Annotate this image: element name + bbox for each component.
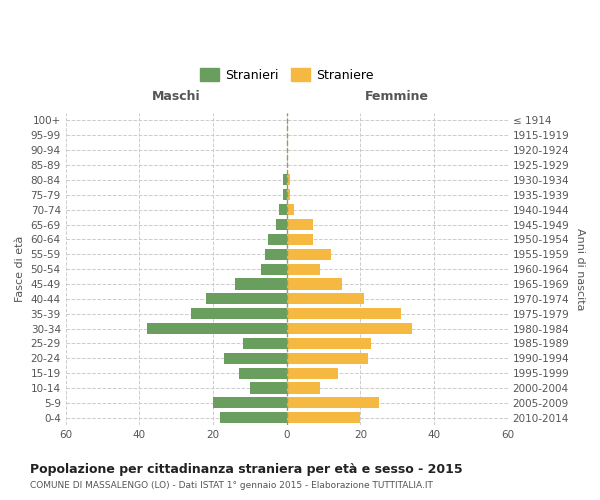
Bar	[275, 219, 287, 230]
Legend: Stranieri, Straniere: Stranieri, Straniere	[195, 63, 379, 86]
Bar	[287, 352, 368, 364]
Bar	[287, 278, 342, 289]
Y-axis label: Anni di nascita: Anni di nascita	[575, 228, 585, 310]
Bar	[287, 412, 361, 424]
Bar	[261, 264, 287, 274]
Bar	[239, 368, 287, 378]
Bar	[287, 293, 364, 304]
Bar	[242, 338, 287, 349]
Bar	[287, 248, 331, 260]
Bar	[235, 278, 287, 289]
Bar	[147, 323, 287, 334]
Bar	[213, 398, 287, 408]
Bar	[250, 382, 287, 394]
Bar	[206, 293, 287, 304]
Bar	[220, 412, 287, 424]
Bar	[268, 234, 287, 245]
Bar	[287, 219, 313, 230]
Text: Femmine: Femmine	[365, 90, 429, 102]
Bar	[287, 382, 320, 394]
Bar	[287, 174, 290, 186]
Bar	[191, 308, 287, 320]
Bar	[287, 368, 338, 378]
Bar	[287, 264, 320, 274]
Bar	[287, 323, 412, 334]
Bar	[224, 352, 287, 364]
Y-axis label: Fasce di età: Fasce di età	[15, 236, 25, 302]
Bar	[287, 234, 313, 245]
Bar	[265, 248, 287, 260]
Text: COMUNE DI MASSALENGO (LO) - Dati ISTAT 1° gennaio 2015 - Elaborazione TUTTITALIA: COMUNE DI MASSALENGO (LO) - Dati ISTAT 1…	[30, 481, 433, 490]
Bar	[287, 204, 294, 215]
Bar	[287, 308, 401, 320]
Bar	[287, 338, 371, 349]
Text: Popolazione per cittadinanza straniera per età e sesso - 2015: Popolazione per cittadinanza straniera p…	[30, 462, 463, 475]
Bar	[287, 398, 379, 408]
Bar	[283, 174, 287, 186]
Text: Maschi: Maschi	[152, 90, 200, 102]
Bar	[283, 189, 287, 200]
Bar	[280, 204, 287, 215]
Bar	[287, 189, 290, 200]
